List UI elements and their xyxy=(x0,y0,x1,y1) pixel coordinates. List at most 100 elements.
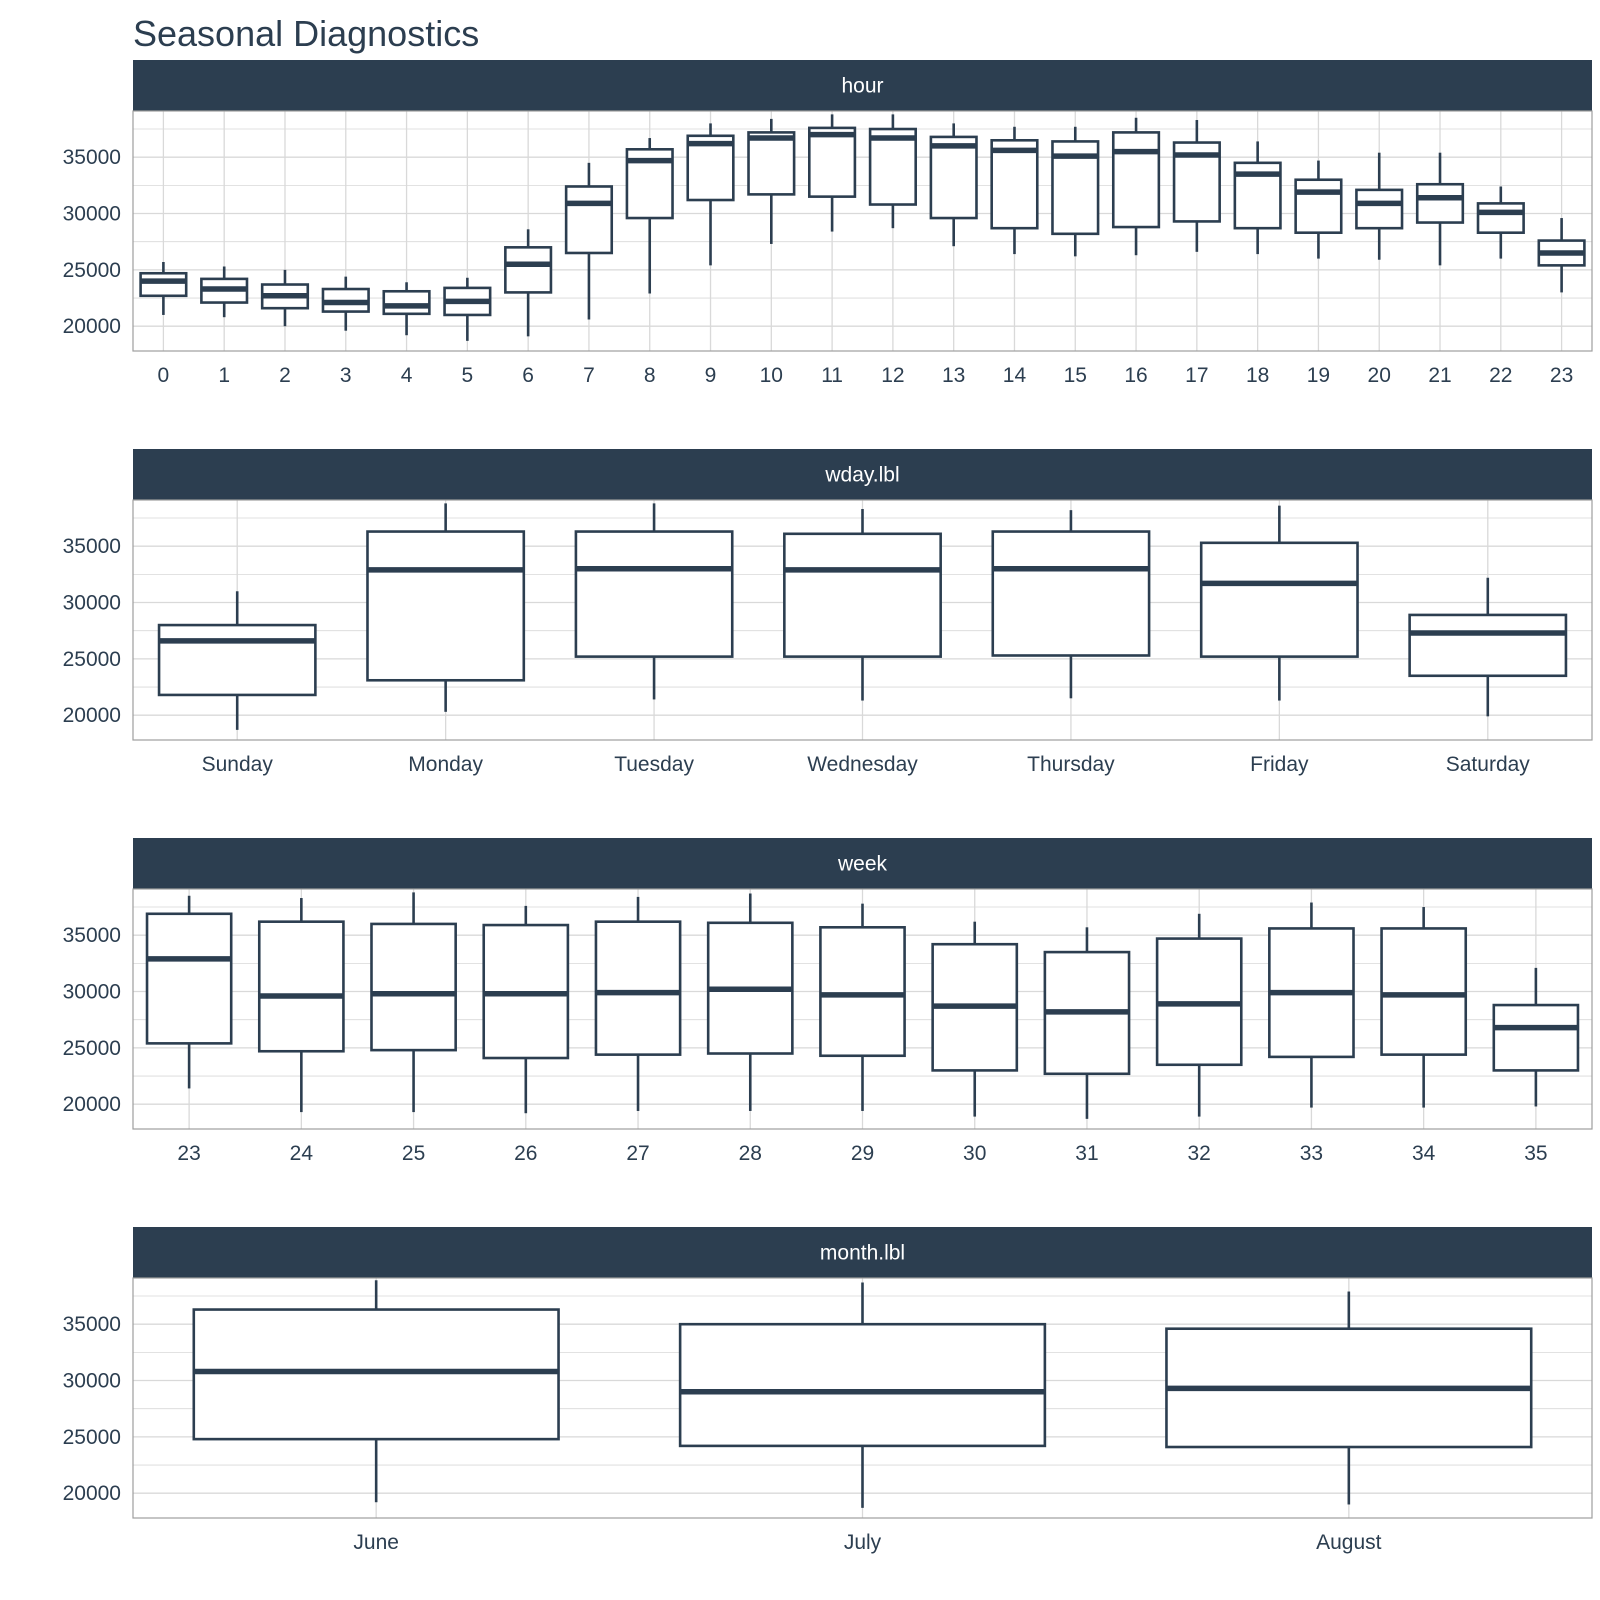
box-13 xyxy=(929,123,978,247)
y-tick-label: 25000 xyxy=(63,648,121,671)
y-tick-label: 25000 xyxy=(63,1426,121,1449)
x-tick-label: 33 xyxy=(1300,1142,1323,1165)
box-20 xyxy=(1355,152,1404,260)
box-August xyxy=(1165,1291,1533,1505)
y-tick-label: 30000 xyxy=(63,981,121,1004)
box-19 xyxy=(1294,160,1343,259)
y-tick-label: 35000 xyxy=(63,924,121,947)
x-tick-label: 25 xyxy=(402,1142,425,1165)
x-tick-label: 16 xyxy=(1124,364,1147,387)
box-3 xyxy=(321,276,370,331)
box-body xyxy=(783,532,942,658)
facet-strip xyxy=(133,1227,1592,1278)
facet-strip-label: month.lbl xyxy=(820,1242,905,1265)
box-body xyxy=(868,127,917,206)
y-tick-label: 20000 xyxy=(63,1093,121,1116)
x-tick-label: 3 xyxy=(340,364,352,387)
box-27 xyxy=(594,896,682,1111)
box-body xyxy=(1408,613,1568,678)
y-tick-label: 35000 xyxy=(63,535,121,558)
y-tick-label: 20000 xyxy=(63,315,121,338)
x-tick-label: 0 xyxy=(158,364,170,387)
box-18 xyxy=(1233,141,1282,255)
box-body xyxy=(366,530,526,682)
box-0 xyxy=(139,261,188,315)
box-body xyxy=(1355,188,1404,230)
box-35 xyxy=(1492,967,1580,1107)
facet-panel-wday-lbl: wday.lbl 20000 25000 30000 35000 Sunday Monday… xyxy=(63,449,1593,776)
box-1 xyxy=(200,266,249,318)
x-tick-label: June xyxy=(353,1531,399,1554)
x-tick-label: 15 xyxy=(1064,364,1087,387)
box-8 xyxy=(625,138,674,294)
box-Wednesday xyxy=(783,509,942,701)
facet-strip xyxy=(133,838,1592,889)
x-tick-label: Thursday xyxy=(1027,753,1115,776)
x-tick-label: 12 xyxy=(881,364,904,387)
box-Saturday xyxy=(1408,577,1568,717)
facet-strip xyxy=(133,60,1592,111)
box-body xyxy=(1294,178,1343,234)
box-body xyxy=(257,920,345,1053)
box-34 xyxy=(1380,907,1468,1108)
x-tick-label: 20 xyxy=(1368,364,1391,387)
panel-border xyxy=(132,1277,1593,1519)
box-body xyxy=(574,530,734,658)
box-22 xyxy=(1476,186,1525,259)
x-tick-label: 22 xyxy=(1489,364,1512,387)
x-tick-label: 17 xyxy=(1185,364,1208,387)
y-tick-label: 25000 xyxy=(63,1037,121,1060)
box-body xyxy=(1380,927,1468,1056)
chart-title: Seasonal Diagnostics xyxy=(133,13,479,54)
box-Friday xyxy=(1199,505,1359,701)
y-tick-label: 25000 xyxy=(63,259,121,282)
facet-strip-label: wday.lbl xyxy=(824,464,899,487)
x-tick-label: 29 xyxy=(851,1142,874,1165)
y-tick-label: 30000 xyxy=(63,203,121,226)
box-21 xyxy=(1415,152,1465,266)
box-23 xyxy=(1537,218,1586,293)
box-16 xyxy=(1111,117,1161,256)
box-28 xyxy=(706,893,794,1111)
x-tick-label: 32 xyxy=(1188,1142,1211,1165)
x-tick-label: 7 xyxy=(583,364,595,387)
box-25 xyxy=(370,892,457,1113)
box-body xyxy=(1415,182,1465,224)
x-tick-label: Friday xyxy=(1250,753,1309,776)
x-tick-label: 27 xyxy=(626,1142,649,1165)
box-5 xyxy=(443,277,492,341)
box-body xyxy=(1199,541,1359,658)
box-body xyxy=(1111,131,1161,229)
box-body xyxy=(139,271,188,298)
x-tick-label: July xyxy=(844,1531,882,1554)
box-23 xyxy=(145,895,233,1089)
x-tick-label: 30 xyxy=(963,1142,986,1165)
panel-border xyxy=(132,110,1593,352)
box-body xyxy=(929,135,978,220)
box-4 xyxy=(382,282,431,336)
box-body xyxy=(1492,1003,1580,1072)
box-Tuesday xyxy=(574,503,734,700)
x-tick-label: 11 xyxy=(821,364,843,387)
x-tick-label: 6 xyxy=(522,364,534,387)
panel-border xyxy=(132,499,1593,741)
box-14 xyxy=(990,126,1039,255)
x-tick-label: 19 xyxy=(1307,364,1330,387)
x-tick-label: 4 xyxy=(401,364,413,387)
box-17 xyxy=(1172,120,1221,252)
box-body xyxy=(145,912,233,1045)
x-tick-label: Sunday xyxy=(202,753,274,776)
x-tick-label: 28 xyxy=(739,1142,762,1165)
box-11 xyxy=(808,114,857,232)
facet-panel-month-lbl: month.lbl 20000 25000 30000 35000 June July Aug… xyxy=(63,1227,1593,1554)
x-tick-label: 23 xyxy=(1550,364,1573,387)
x-tick-label: 14 xyxy=(1003,364,1027,387)
box-29 xyxy=(819,903,906,1111)
y-tick-label: 30000 xyxy=(63,592,121,615)
box-body xyxy=(678,1322,1047,1448)
box-24 xyxy=(257,898,345,1113)
y-tick-label: 30000 xyxy=(63,1370,121,1393)
x-tick-label: 35 xyxy=(1524,1142,1547,1165)
box-Thursday xyxy=(991,510,1151,699)
x-tick-label: 2 xyxy=(279,364,291,387)
